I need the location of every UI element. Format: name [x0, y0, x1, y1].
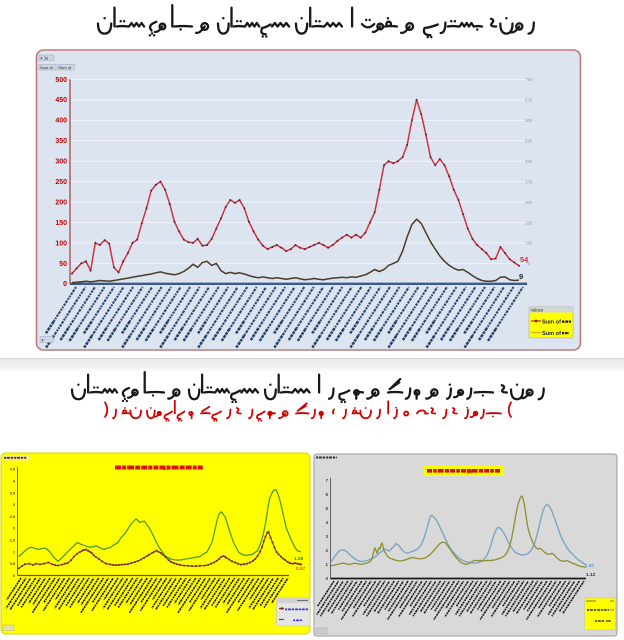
svg-text:Sum of: Sum of: [40, 65, 54, 70]
svg-text:Sum of: Sum of: [542, 331, 561, 337]
svg-text:54: 54: [520, 255, 529, 264]
svg-text:0: 0: [326, 576, 329, 581]
svg-text:4.5: 4.5: [10, 468, 15, 472]
svg-text:1.81: 1.81: [585, 563, 595, 569]
svg-text:300: 300: [55, 159, 67, 166]
svg-text:3: 3: [13, 503, 15, 507]
svg-text:450: 450: [525, 159, 533, 164]
svg-text:Sum of: Sum of: [59, 65, 73, 70]
svg-text:2.5: 2.5: [10, 515, 15, 519]
svg-text:350: 350: [55, 138, 67, 145]
svg-text:100: 100: [55, 240, 67, 247]
svg-text:0.5: 0.5: [10, 562, 15, 566]
svg-text:0: 0: [13, 574, 15, 578]
svg-text:0: 0: [63, 281, 67, 288]
svg-text:0.57: 0.57: [296, 566, 306, 572]
svg-text:9: 9: [519, 272, 523, 281]
svg-text:1.12: 1.12: [586, 572, 596, 578]
svg-text:7: 7: [326, 478, 329, 483]
svg-text:3.5: 3.5: [10, 491, 15, 495]
svg-text:▾: ▾: [42, 337, 44, 342]
svg-text:3: 3: [326, 534, 329, 539]
svg-text:2: 2: [13, 527, 15, 531]
svg-text:450: 450: [55, 97, 67, 104]
svg-text:150: 150: [525, 241, 533, 246]
svg-text:675: 675: [525, 98, 533, 103]
svg-text:1.5: 1.5: [10, 539, 15, 543]
svg-text:4: 4: [13, 480, 16, 484]
svg-text:50: 50: [59, 261, 67, 268]
svg-text:19: 19: [163, 466, 170, 472]
svg-text:75: 75: [525, 261, 530, 266]
svg-text:19: 19: [466, 469, 472, 475]
svg-text:Values: Values: [531, 307, 544, 312]
svg-text:1: 1: [13, 550, 15, 554]
svg-text:▾ Ju: ▾ Ju: [41, 56, 49, 61]
svg-text:375: 375: [525, 179, 533, 184]
svg-text:4: 4: [326, 520, 329, 525]
svg-text:500: 500: [55, 77, 67, 84]
svg-text:5: 5: [326, 506, 329, 511]
svg-text:525: 525: [525, 139, 533, 144]
svg-text:2: 2: [326, 548, 329, 553]
svg-text:1.05: 1.05: [294, 556, 304, 562]
svg-text:Sum of: Sum of: [542, 319, 561, 325]
svg-text:300: 300: [525, 200, 533, 205]
svg-text:6: 6: [326, 492, 329, 497]
svg-text:150: 150: [55, 220, 67, 227]
svg-text:1: 1: [326, 562, 329, 567]
svg-text:750: 750: [525, 77, 533, 82]
svg-text:225: 225: [525, 220, 533, 225]
svg-text:600: 600: [525, 118, 533, 123]
svg-text:400: 400: [55, 118, 67, 125]
svg-text:200: 200: [55, 199, 67, 206]
svg-text:250: 250: [55, 179, 67, 186]
